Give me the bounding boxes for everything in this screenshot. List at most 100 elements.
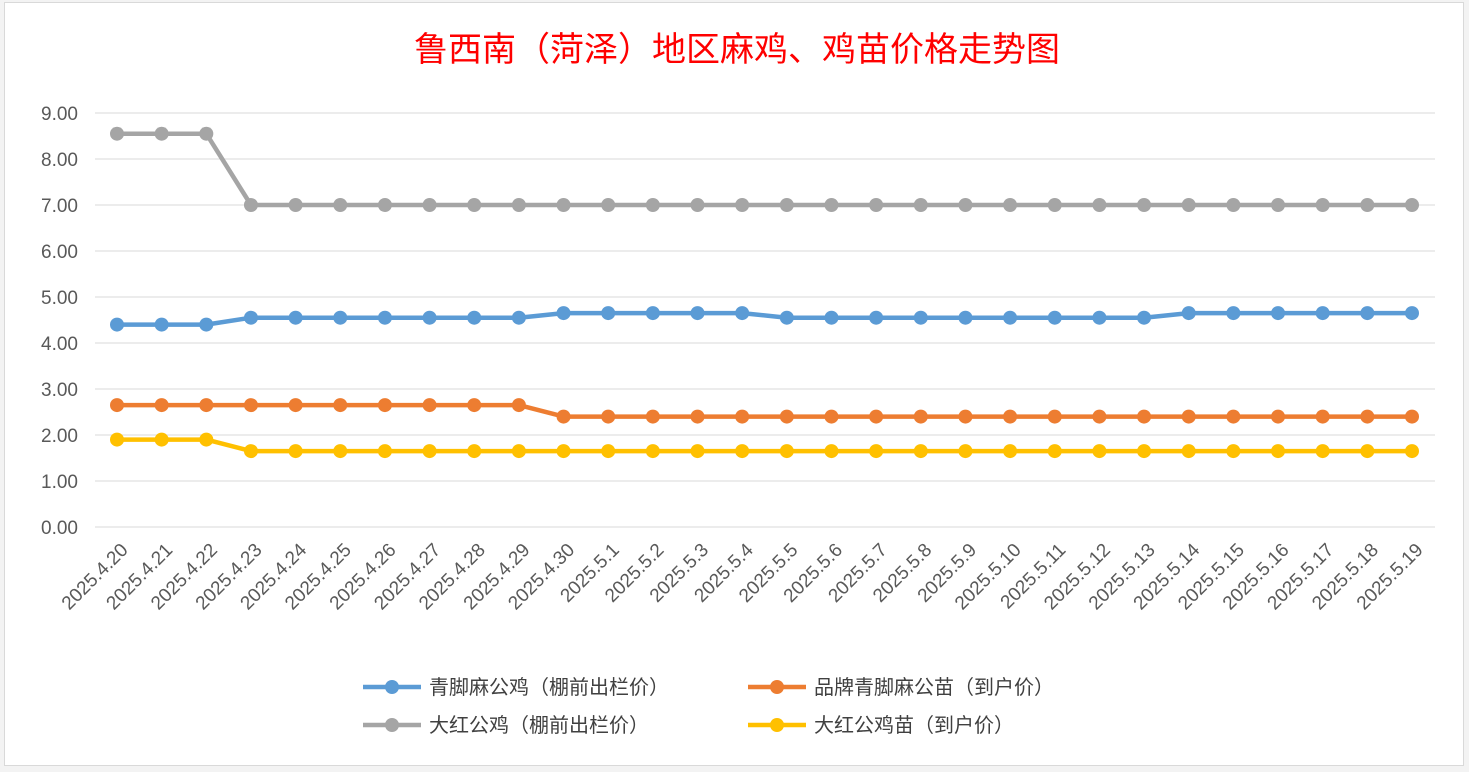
data-point <box>1405 444 1419 459</box>
data-point <box>824 409 839 424</box>
data-point <box>1181 409 1196 424</box>
data-point <box>1092 198 1107 212</box>
data-point <box>243 398 258 413</box>
series-2 <box>110 126 1419 212</box>
data-point <box>1226 409 1241 424</box>
data-point <box>556 409 571 424</box>
data-point <box>511 198 526 212</box>
legend: 青脚麻公鸡（棚前出栏价） 品牌青脚麻公苗（到户价） 大红公鸡（棚前出栏价） 大红公鸡苗… <box>363 675 1054 737</box>
data-point <box>869 444 884 459</box>
data-point <box>422 198 437 212</box>
y-tick-label: 2.00 <box>41 426 78 447</box>
series-3 <box>110 432 1419 459</box>
data-point <box>645 444 660 459</box>
data-point <box>467 310 482 325</box>
data-point <box>1360 409 1375 424</box>
data-point <box>601 409 616 424</box>
data-point <box>1315 444 1330 459</box>
data-point <box>1137 310 1152 325</box>
series-line <box>117 402 1412 419</box>
data-point <box>690 444 705 459</box>
series-0 <box>110 306 1419 332</box>
data-point <box>690 306 705 321</box>
y-tick-label: 6.00 <box>41 242 78 263</box>
legend-item: 大红公鸡（棚前出栏价） <box>363 713 649 737</box>
legend-label: 大红公鸡（棚前出栏价） <box>429 713 649 737</box>
data-point <box>556 306 571 321</box>
data-point <box>333 310 348 325</box>
data-point <box>199 398 214 413</box>
y-tick-label: 8.00 <box>41 150 78 171</box>
data-point <box>1003 409 1018 424</box>
data-point <box>110 398 124 413</box>
data-point <box>511 310 526 325</box>
data-point <box>199 317 214 332</box>
data-point <box>1226 198 1241 212</box>
x-axis-ticks: 2025.4.202025.4.212025.4.222025.4.232025… <box>58 539 1428 614</box>
data-point <box>1315 306 1330 321</box>
data-point <box>333 398 348 413</box>
y-axis-ticks: 0.00 1.00 2.00 3.00 4.00 5.00 6.00 7.00 8.00 9.00 <box>41 104 78 539</box>
data-point <box>735 198 750 212</box>
data-point <box>110 432 124 447</box>
data-point <box>333 198 348 212</box>
y-tick-label: 0.00 <box>41 518 78 539</box>
legend-marker <box>770 680 784 694</box>
data-point <box>958 444 973 459</box>
data-point <box>1137 409 1152 424</box>
data-point <box>690 198 705 212</box>
data-point <box>735 306 750 321</box>
data-point <box>154 317 169 332</box>
y-tick-label: 7.00 <box>41 196 78 217</box>
data-point <box>422 310 437 325</box>
legend-item: 品牌青脚麻公苗（到户价） <box>748 675 1054 699</box>
data-point <box>1315 198 1330 212</box>
data-point <box>645 198 660 212</box>
legend-label: 青脚麻公鸡（棚前出栏价） <box>429 675 669 699</box>
data-point <box>779 409 794 424</box>
data-point <box>779 444 794 459</box>
data-point <box>601 198 616 212</box>
data-point <box>556 198 571 212</box>
data-point <box>467 198 482 212</box>
data-point <box>1315 409 1330 424</box>
data-point <box>511 444 526 459</box>
data-point <box>154 432 169 447</box>
data-point <box>511 398 526 413</box>
data-point <box>377 198 392 212</box>
data-point <box>1181 198 1196 212</box>
data-point <box>913 310 928 325</box>
y-tick-label: 9.00 <box>41 104 78 125</box>
data-point <box>377 310 392 325</box>
data-point <box>735 444 750 459</box>
chart-title: 鲁西南（菏泽）地区麻鸡、鸡苗价格走势图 <box>414 30 1060 70</box>
gridlines <box>95 112 1435 528</box>
legend-marker <box>770 718 784 732</box>
data-point <box>1003 198 1018 212</box>
data-point <box>958 310 973 325</box>
legend-marker <box>385 680 399 694</box>
data-point <box>377 444 392 459</box>
data-point <box>869 310 884 325</box>
data-point <box>1092 310 1107 325</box>
data-point <box>913 198 928 212</box>
data-point <box>958 409 973 424</box>
data-point <box>735 409 750 424</box>
series-line <box>117 310 1412 327</box>
data-point <box>243 310 258 325</box>
data-point <box>1271 444 1286 459</box>
data-point <box>154 398 169 413</box>
y-tick-label: 4.00 <box>41 334 78 355</box>
data-point <box>824 310 839 325</box>
data-point <box>467 444 482 459</box>
data-point <box>1226 444 1241 459</box>
chart-frame: 鲁西南（菏泽）地区麻鸡、鸡苗价格走势图 0.00 1.00 2.00 3.00 4.00… <box>4 2 1464 766</box>
series-lines <box>110 126 1419 459</box>
data-point <box>1360 198 1375 212</box>
data-point <box>779 198 794 212</box>
data-point <box>1181 306 1196 321</box>
data-point <box>779 310 794 325</box>
data-point <box>243 198 258 212</box>
data-point <box>1047 198 1062 212</box>
y-tick-label: 3.00 <box>41 380 78 401</box>
